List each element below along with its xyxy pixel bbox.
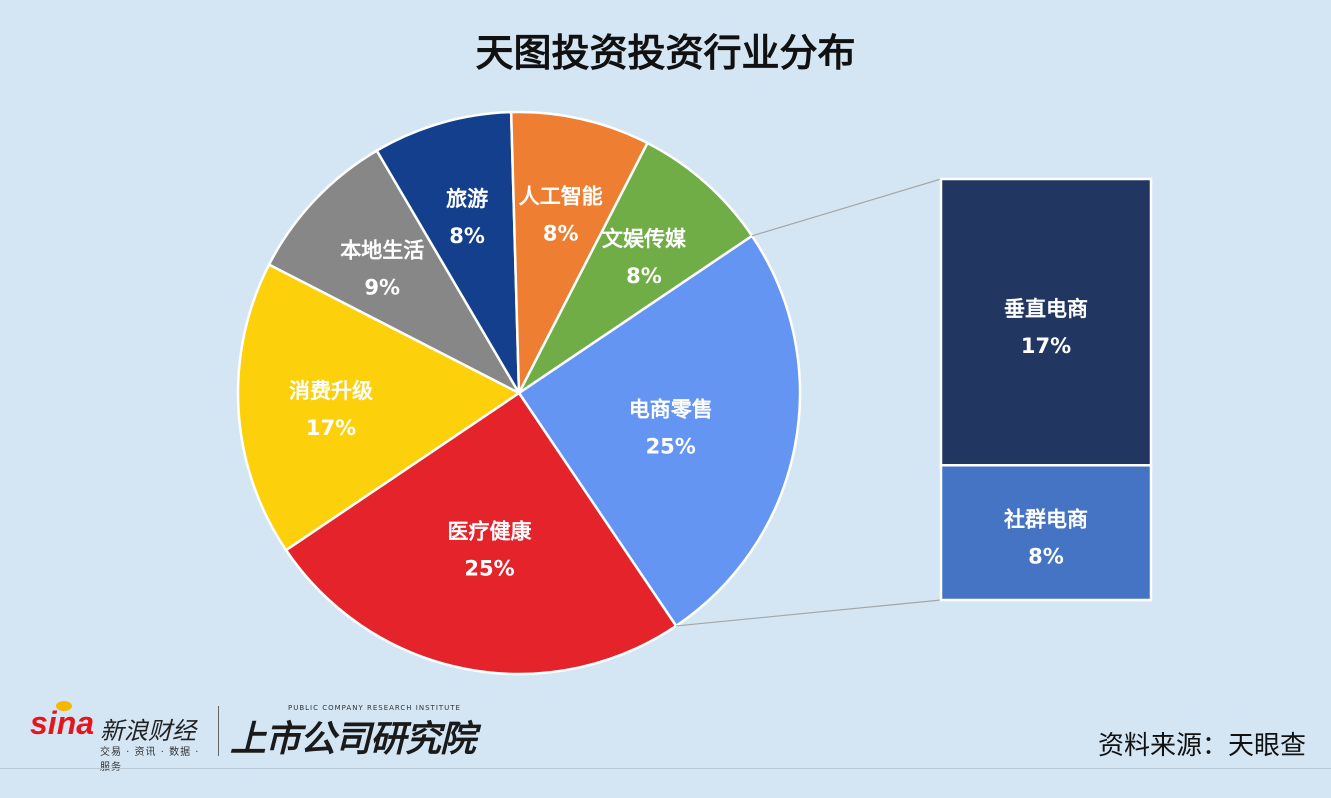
slice-value-0: 25%	[646, 434, 696, 458]
bar-value-1: 8%	[1028, 545, 1064, 569]
slice-value-2: 17%	[306, 416, 356, 440]
sina-name-text: 新浪财经	[100, 711, 196, 746]
sina-finance-logo: sina 新浪财经 交易 · 资讯 · 数据 · 服务	[30, 705, 210, 757]
connector-line-bottom	[676, 600, 941, 626]
bar-label-0: 垂直电商	[1004, 297, 1088, 321]
connector-line-top	[752, 179, 941, 236]
sina-eye-icon	[56, 701, 72, 711]
institute-logo: PUBLIC COMPANY RESEARCH INSTITUTE 上市公司研究…	[230, 700, 480, 760]
slice-label-3: 本地生活	[340, 239, 424, 263]
bar-segment-1	[941, 465, 1151, 600]
bar-value-0: 17%	[1021, 334, 1071, 358]
slice-value-3: 9%	[364, 276, 400, 300]
slice-label-6: 文娱传媒	[602, 227, 687, 251]
slice-value-1: 25%	[464, 557, 514, 581]
slice-label-4: 旅游	[446, 187, 488, 211]
slice-value-4: 8%	[449, 224, 485, 248]
slice-label-2: 消费升级	[289, 379, 373, 403]
slice-value-6: 8%	[626, 264, 662, 288]
footer-divider	[0, 768, 1331, 769]
bar-segment-0	[941, 179, 1151, 465]
institute-cn-text: 上市公司研究院	[230, 710, 475, 762]
slice-label-1: 医疗健康	[448, 520, 533, 544]
source-note: 资料来源：天眼查	[1098, 725, 1306, 762]
slice-value-5: 8%	[543, 221, 579, 245]
breakdown-bar	[941, 179, 1151, 600]
bar-label-1: 社群电商	[1003, 508, 1088, 532]
logo-divider	[218, 706, 219, 756]
slice-label-5: 人工智能	[519, 184, 603, 208]
slice-label-0: 电商零售	[629, 397, 713, 421]
